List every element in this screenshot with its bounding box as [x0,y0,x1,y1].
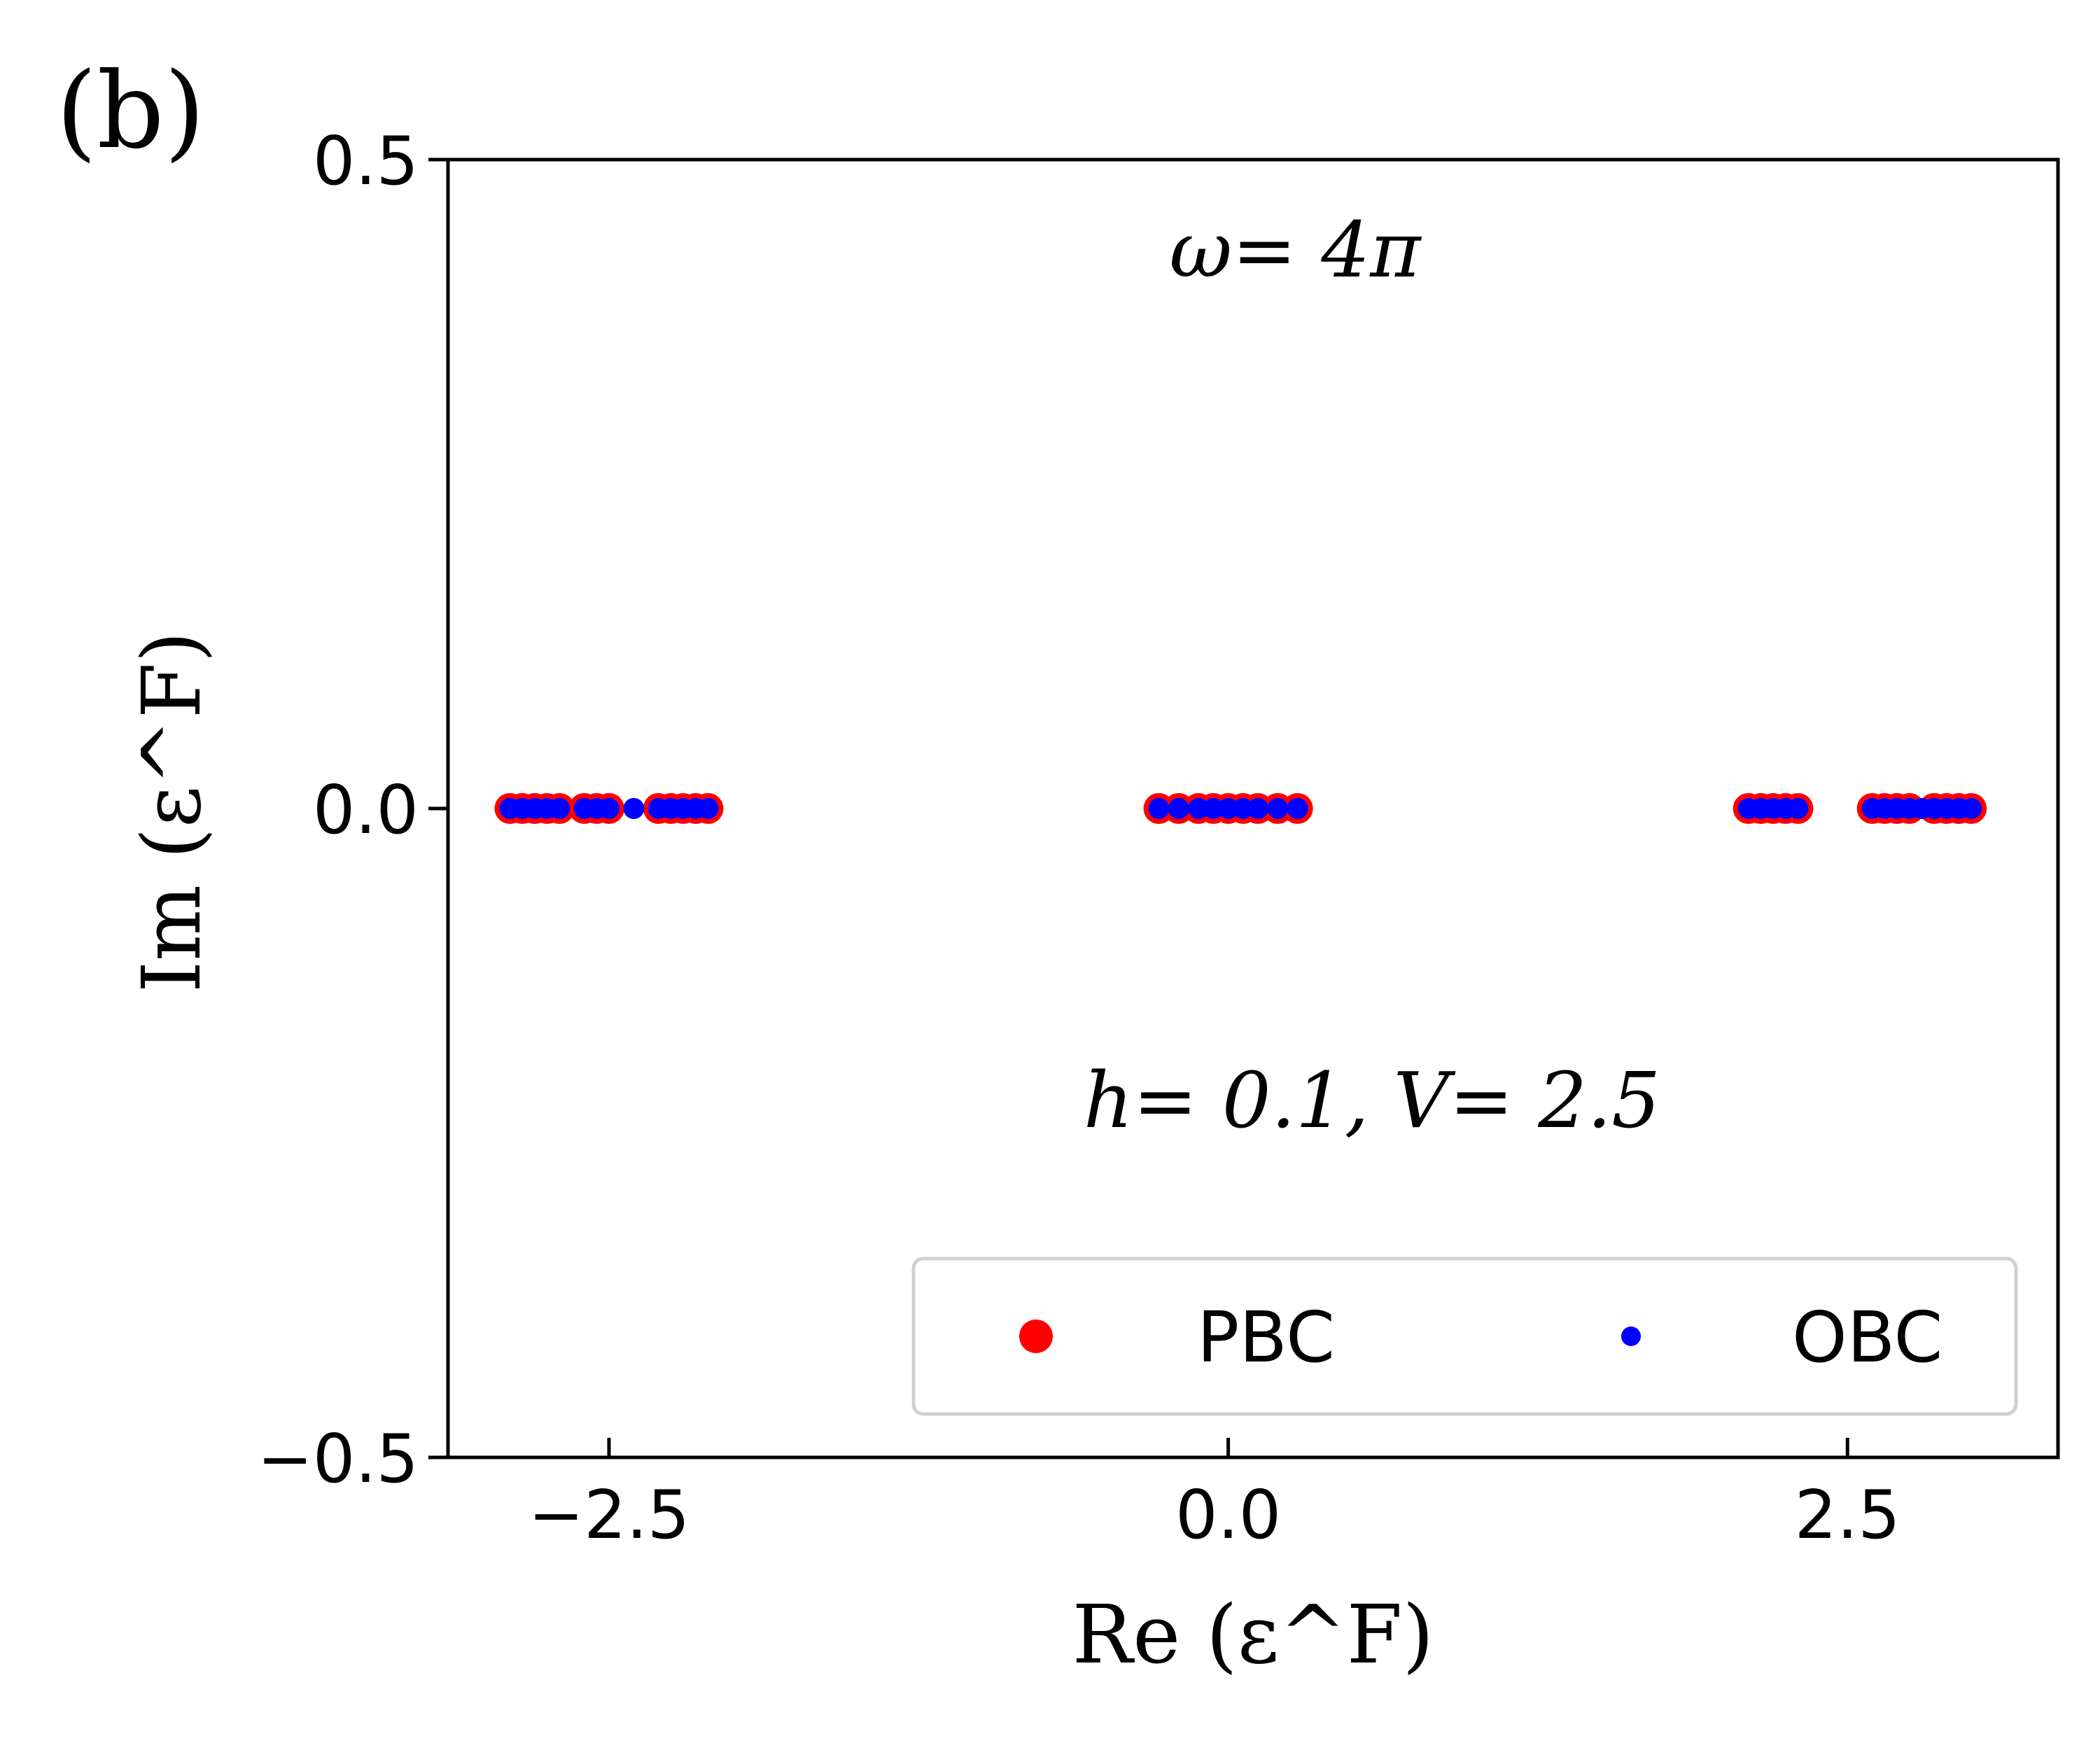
omega-annotation: ω= 4π [1169,205,1422,295]
obc-point [1247,798,1269,819]
obc-point [1217,798,1239,819]
legend-marker-pbc [1019,1320,1053,1353]
obc-point [598,798,620,819]
obc-point [1188,798,1210,819]
y-tick-label: −0.5 [257,1421,419,1498]
obc-point [1168,798,1189,819]
legend-marker-obc [1621,1326,1641,1346]
legend-label-obc: OBC [1792,1296,1942,1378]
x-axis: −2.5 0.0 2.5 [528,1438,1900,1554]
legend-box [911,1256,2018,1416]
plot-area: −0.5 0.0 0.5 −2.5 0.0 2.5 [257,123,2060,1554]
legend-label-pbc: PBC [1197,1296,1335,1378]
obc-point [1961,798,1982,819]
obc-point [549,798,570,819]
obc-point [623,798,645,819]
x-tick-label: −2.5 [528,1477,690,1554]
y-tick-label: 0.0 [313,772,419,849]
y-axis-label: Im (ε^F) [125,631,219,993]
x-axis-label: Re (ε^F) [1072,1588,1434,1682]
x-tick-label: 0.0 [1175,1477,1281,1554]
y-axis: −0.5 0.0 0.5 [257,123,448,1498]
params-annotation: h= 0.1, V= 2.5 [1084,1056,1660,1145]
obc-point [697,798,719,819]
panel-label: (b) [56,50,205,172]
obc-point [1787,798,1809,819]
obc-point [1203,798,1224,819]
x-tick-label: 2.5 [1795,1477,1900,1554]
obc-series [499,798,1982,819]
y-tick-label: 0.5 [313,123,419,200]
legend: PBC OBC [911,1256,2018,1416]
obc-point [1287,798,1308,819]
obc-point [1267,798,1289,819]
obc-point [1232,798,1254,819]
obc-point [1148,798,1170,819]
